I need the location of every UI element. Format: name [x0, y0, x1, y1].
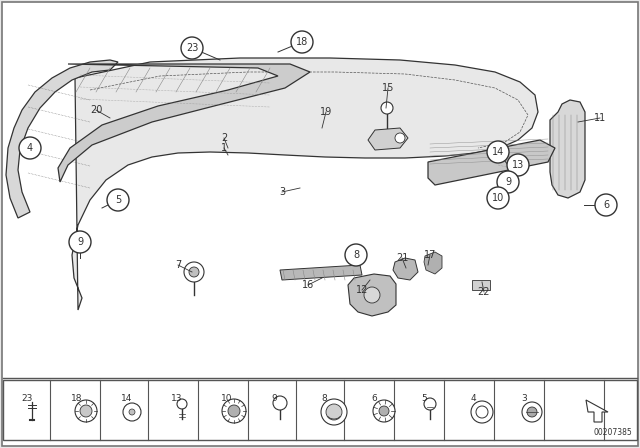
Text: 5: 5: [115, 195, 121, 205]
Text: 6: 6: [603, 200, 609, 210]
Polygon shape: [393, 258, 418, 280]
Circle shape: [471, 401, 493, 423]
Circle shape: [476, 406, 488, 418]
Text: 16: 16: [302, 280, 314, 290]
Circle shape: [75, 400, 97, 422]
Text: 23: 23: [186, 43, 198, 53]
Circle shape: [228, 405, 240, 417]
Circle shape: [222, 399, 246, 423]
Text: 19: 19: [320, 107, 332, 117]
Text: 22: 22: [477, 287, 490, 297]
Circle shape: [107, 189, 129, 211]
Circle shape: [181, 37, 203, 59]
Polygon shape: [58, 64, 310, 182]
Text: 3: 3: [279, 187, 285, 197]
Polygon shape: [72, 58, 538, 310]
Circle shape: [497, 171, 519, 193]
Circle shape: [507, 154, 529, 176]
Text: 20: 20: [90, 105, 102, 115]
Text: 9: 9: [271, 393, 276, 402]
Circle shape: [527, 407, 537, 417]
Circle shape: [364, 287, 380, 303]
Text: 5: 5: [421, 393, 427, 402]
Polygon shape: [368, 128, 408, 150]
Circle shape: [184, 262, 204, 282]
Circle shape: [487, 141, 509, 163]
Text: 12: 12: [356, 285, 368, 295]
Text: 23: 23: [21, 393, 33, 402]
Circle shape: [69, 231, 91, 253]
Text: 21: 21: [396, 253, 408, 263]
Text: 14: 14: [492, 147, 504, 157]
Polygon shape: [280, 265, 362, 280]
Circle shape: [123, 403, 141, 421]
Circle shape: [177, 399, 187, 409]
Text: 18: 18: [296, 37, 308, 47]
Polygon shape: [348, 274, 396, 316]
Circle shape: [522, 402, 542, 422]
Text: 8: 8: [353, 250, 359, 260]
Text: 14: 14: [121, 393, 132, 402]
Circle shape: [395, 133, 405, 143]
Polygon shape: [550, 100, 585, 198]
Text: 17: 17: [424, 250, 436, 260]
Text: 3: 3: [521, 393, 527, 402]
Text: 9: 9: [505, 177, 511, 187]
Circle shape: [80, 405, 92, 417]
Circle shape: [424, 398, 436, 410]
Circle shape: [19, 137, 41, 159]
Text: 13: 13: [171, 393, 182, 402]
Circle shape: [487, 187, 509, 209]
Circle shape: [345, 244, 367, 266]
Text: 4: 4: [471, 393, 477, 402]
Circle shape: [381, 102, 393, 114]
Circle shape: [373, 400, 395, 422]
Text: 10: 10: [492, 193, 504, 203]
Polygon shape: [586, 400, 608, 422]
Text: 1: 1: [221, 143, 227, 153]
Polygon shape: [6, 60, 118, 218]
Text: 00207385: 00207385: [593, 428, 632, 437]
Circle shape: [595, 194, 617, 216]
Text: 10: 10: [221, 393, 232, 402]
Text: 15: 15: [382, 83, 394, 93]
Text: 13: 13: [512, 160, 524, 170]
Circle shape: [189, 267, 199, 277]
Circle shape: [273, 396, 287, 410]
Polygon shape: [428, 140, 555, 185]
Circle shape: [326, 404, 342, 420]
Text: 18: 18: [71, 393, 83, 402]
Bar: [472, 280, 490, 290]
Text: 2: 2: [221, 133, 227, 143]
Circle shape: [379, 406, 389, 416]
Text: 11: 11: [594, 113, 606, 123]
Text: 7: 7: [175, 260, 181, 270]
Circle shape: [291, 31, 313, 53]
Text: 6: 6: [371, 393, 377, 402]
Circle shape: [321, 399, 347, 425]
Text: 4: 4: [27, 143, 33, 153]
Text: 8: 8: [321, 393, 327, 402]
Bar: [3, 380, 637, 440]
Text: 9: 9: [77, 237, 83, 247]
Circle shape: [129, 409, 135, 415]
Polygon shape: [424, 252, 442, 274]
